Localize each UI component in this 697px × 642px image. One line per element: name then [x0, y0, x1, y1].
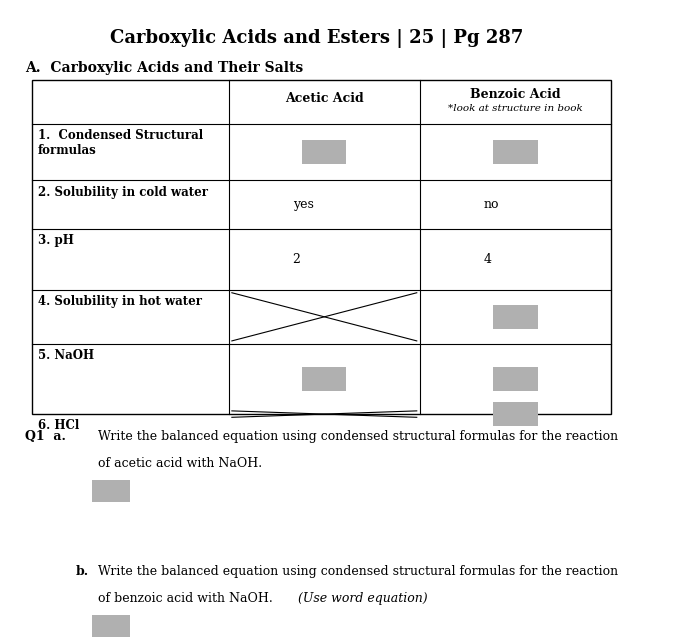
Bar — [302, 140, 346, 164]
Bar — [493, 367, 537, 392]
Text: *look at structure in book: *look at structure in book — [448, 104, 583, 113]
Text: Acetic Acid: Acetic Acid — [285, 92, 364, 105]
Text: 6. HCl: 6. HCl — [38, 419, 79, 432]
Text: 2: 2 — [293, 252, 300, 266]
Text: 5. NaOH: 5. NaOH — [38, 349, 94, 362]
Text: Write the balanced equation using condensed structural formulas for the reaction: Write the balanced equation using conden… — [98, 430, 618, 443]
Text: b.: b. — [76, 565, 89, 578]
Text: Q1  a.: Q1 a. — [25, 430, 66, 443]
Bar — [493, 140, 537, 164]
Text: Benzoic Acid: Benzoic Acid — [470, 88, 561, 101]
Bar — [493, 304, 537, 329]
Text: 1.  Condensed Structural
formulas: 1. Condensed Structural formulas — [38, 129, 203, 157]
Text: A.  Carboxylic Acids and Their Salts: A. Carboxylic Acids and Their Salts — [25, 61, 304, 75]
Text: of benzoic acid with NaOH.: of benzoic acid with NaOH. — [98, 592, 277, 605]
Bar — [92, 480, 130, 502]
Text: 4. Solubility in hot water: 4. Solubility in hot water — [38, 295, 202, 308]
Text: 2. Solubility in cold water: 2. Solubility in cold water — [38, 186, 208, 198]
Text: (Use word equation): (Use word equation) — [298, 592, 427, 605]
Text: no: no — [484, 198, 499, 211]
Text: 3. pH: 3. pH — [38, 234, 74, 247]
Text: of acetic acid with NaOH.: of acetic acid with NaOH. — [98, 457, 262, 470]
Text: Write the balanced equation using condensed structural formulas for the reaction: Write the balanced equation using conden… — [98, 565, 618, 578]
Text: yes: yes — [293, 198, 314, 211]
Bar — [302, 367, 346, 392]
Bar — [493, 402, 537, 426]
Bar — [31, 80, 611, 414]
Text: 4: 4 — [484, 252, 492, 266]
Bar — [92, 615, 130, 637]
Text: Carboxylic Acids and Esters | 25 | Pg 287: Carboxylic Acids and Esters | 25 | Pg 28… — [110, 29, 523, 48]
